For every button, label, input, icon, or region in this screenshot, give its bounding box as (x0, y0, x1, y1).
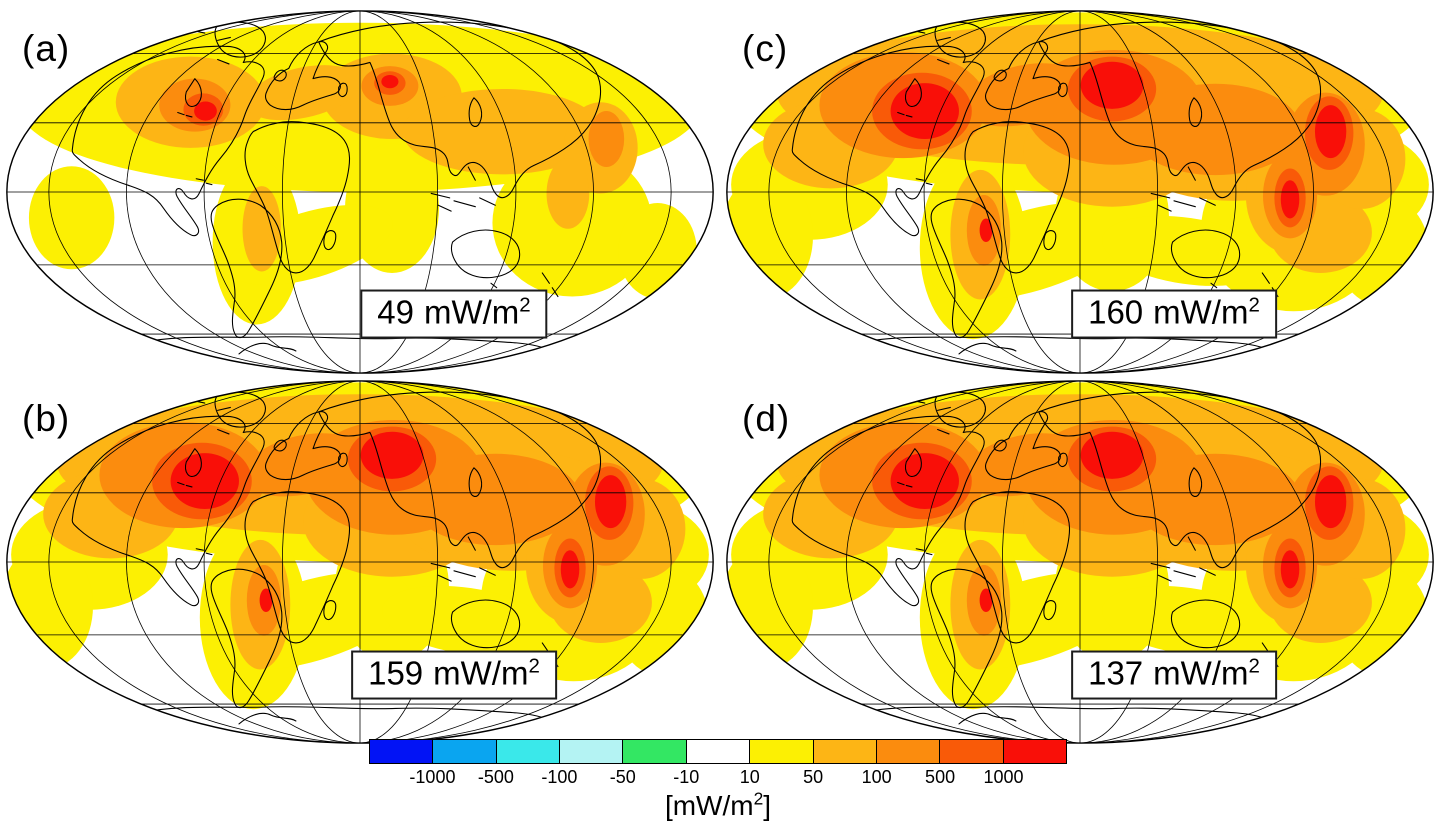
colorbar-tick: 1000 (983, 767, 1024, 787)
panel-letter: (c) (742, 28, 789, 69)
colorbar (369, 739, 1067, 764)
colorbar-cell (875, 740, 940, 763)
colorbar-cell (559, 740, 623, 763)
colorbar-tick: 500 (925, 767, 956, 787)
colorbar-tick: -1000 (409, 767, 456, 787)
panel-c: (c) 160 mW/m2 (724, 8, 1436, 376)
colorbar-tick: 100 (861, 767, 892, 787)
colorbar-tick: -50 (609, 767, 636, 787)
global-mean-unit-exponent: 2 (528, 654, 540, 678)
panel-letter: (d) (742, 398, 791, 439)
panel-d: (d) 137 mW/m2 (724, 378, 1436, 746)
global-mean-unit-exponent: 2 (519, 293, 531, 317)
colorbar-tick: 10 (739, 767, 760, 787)
global-mean-value: 160 (1088, 293, 1144, 331)
colorbar-cell (370, 740, 433, 763)
global-mean-unit-exponent: 2 (1248, 654, 1260, 678)
colorbar-tick: -10 (673, 767, 700, 787)
colorbar-cell (812, 740, 876, 763)
colorbar-cell (939, 740, 1003, 763)
global-mean-value-box: 159 mW/m2 (351, 650, 557, 700)
colorbar-unit-label: [mW/m2] (369, 790, 1067, 822)
colorbar-cell (1002, 740, 1066, 763)
global-mean-value: 137 (1088, 654, 1144, 692)
colorbar-ticks: -1000 -500 -100 -50 -10 10 50 100 500 10… (369, 767, 1067, 789)
colorbar-tick: -100 (541, 767, 578, 787)
colorbar-tick: -500 (477, 767, 514, 787)
colorbar-cell (622, 740, 686, 763)
global-mean-unit: mW/m (1153, 654, 1249, 692)
colorbar-cell (749, 740, 813, 763)
global-mean-value-box: 137 mW/m2 (1071, 650, 1277, 700)
global-mean-unit: mW/m (1153, 293, 1249, 331)
panel-letter: (b) (22, 398, 71, 439)
colorbar-unit-open: [mW/m (664, 790, 754, 821)
global-mean-unit-exponent: 2 (1248, 293, 1260, 317)
global-mean-value-box: 160 mW/m2 (1071, 289, 1277, 339)
colorbar-cell (685, 740, 750, 763)
global-mean-unit: mW/m (423, 293, 520, 331)
colorbar-tick: 50 (803, 767, 824, 787)
global-mean-unit: mW/m (433, 654, 529, 692)
colorbar-unit-exponent: 2 (753, 788, 764, 809)
global-mean-value: 49 (377, 293, 414, 331)
colorbar-cell (495, 740, 560, 763)
panel-a: (a) 49 mW/m2 (4, 8, 716, 376)
panel-letter: (a) (22, 28, 71, 69)
panel-b: (b) 159 mW/m2 (4, 378, 716, 746)
colorbar-unit-close: ] (763, 790, 772, 821)
global-mean-value-box: 49 mW/m2 (360, 289, 548, 339)
global-mean-value: 159 (368, 654, 424, 692)
colorbar-cell (432, 740, 496, 763)
